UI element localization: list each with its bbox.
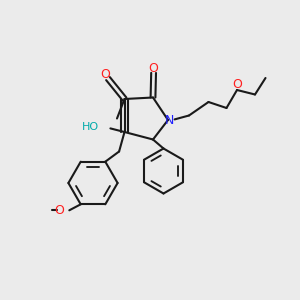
Text: O: O — [233, 78, 242, 91]
Text: O: O — [54, 204, 64, 217]
Text: O: O — [101, 68, 110, 81]
Text: N: N — [165, 113, 174, 127]
Text: HO: HO — [82, 122, 99, 132]
Text: O: O — [149, 62, 158, 75]
